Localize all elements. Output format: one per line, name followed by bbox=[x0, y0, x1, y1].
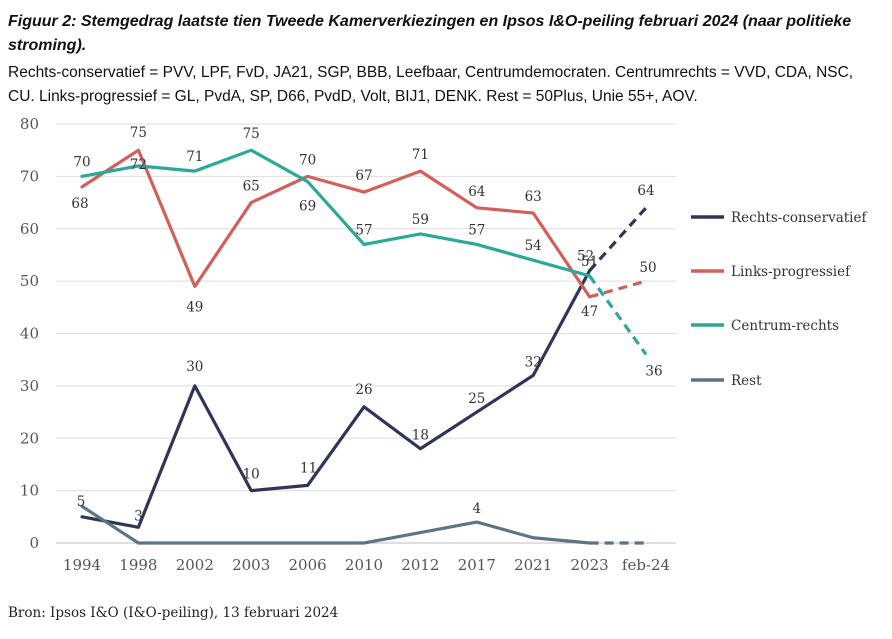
data-label: 10 bbox=[243, 467, 260, 483]
x-tick-label: 2021 bbox=[514, 556, 552, 574]
x-axis-ticks: 1994 1998 2002 2003 2006 2010 2012 2017 2021 2023… bbox=[63, 556, 670, 574]
data-label: 4 bbox=[473, 501, 482, 517]
series-projection-links-progressief bbox=[589, 279, 647, 299]
x-tick-label: 2003 bbox=[232, 556, 270, 574]
data-label: 75 bbox=[243, 126, 260, 142]
data-label: 49 bbox=[186, 299, 203, 315]
legend-label: Centrum-rechts bbox=[731, 318, 839, 334]
y-tick-label: 40 bbox=[20, 325, 39, 343]
series-projection-centrum-rechts bbox=[588, 274, 648, 356]
x-tick-label: 2002 bbox=[176, 556, 214, 574]
series-line-centrum-rechts bbox=[80, 148, 592, 278]
series-line-links-progressief bbox=[80, 148, 592, 299]
data-label: 36 bbox=[645, 363, 662, 379]
x-tick-label: 1998 bbox=[119, 556, 157, 574]
chart-subtitle: Rechts-conservatief = PVV, LPF, FvD, JA2… bbox=[8, 64, 854, 105]
chart-title: Figuur 2: Stemgedrag laatste tien Tweede… bbox=[8, 13, 852, 54]
series-line-rechts-conservatief bbox=[80, 269, 592, 529]
data-label: 71 bbox=[412, 147, 429, 163]
legend-label: Rechts-conservatief bbox=[731, 210, 867, 226]
y-tick-label: 80 bbox=[20, 115, 39, 133]
series-line-rest bbox=[80, 504, 592, 545]
data-label: 70 bbox=[299, 152, 316, 168]
legend: Rechts-conservatief Links-progressief Cent… bbox=[691, 210, 867, 389]
x-tick-label: 2012 bbox=[401, 556, 439, 574]
data-label: 32 bbox=[525, 354, 542, 370]
x-tick-label: 2006 bbox=[289, 556, 327, 574]
data-label: 69 bbox=[299, 199, 316, 215]
data-label: 57 bbox=[355, 222, 372, 238]
data-label: 11 bbox=[300, 460, 317, 476]
x-tick-label: 2023 bbox=[571, 556, 609, 574]
legend-label: Links-progressief bbox=[731, 264, 851, 280]
data-label: 3 bbox=[134, 508, 143, 524]
data-label: 5 bbox=[77, 494, 86, 510]
data-label: 59 bbox=[412, 212, 429, 228]
data-label: 68 bbox=[71, 196, 88, 212]
data-label: 30 bbox=[186, 359, 203, 375]
data-label: 65 bbox=[243, 179, 260, 195]
data-label: 71 bbox=[186, 149, 203, 165]
x-tick-label: feb-24 bbox=[622, 556, 670, 574]
legend-label: Rest bbox=[731, 373, 762, 389]
data-label: 50 bbox=[639, 260, 656, 276]
data-label: 70 bbox=[73, 154, 90, 170]
data-label: 18 bbox=[412, 428, 429, 444]
y-tick-label: 50 bbox=[20, 272, 39, 290]
data-label: 25 bbox=[468, 391, 485, 407]
data-label: 54 bbox=[525, 238, 542, 254]
y-tick-label: 60 bbox=[20, 220, 39, 238]
y-tick-label: 10 bbox=[20, 482, 39, 500]
data-label: 52 bbox=[577, 249, 594, 265]
y-tick-label: 30 bbox=[20, 377, 39, 395]
source-note: Bron: Ipsos I&O (I&O-peiling), 13 februa… bbox=[8, 605, 339, 621]
data-label: 67 bbox=[355, 168, 372, 184]
data-label: 63 bbox=[525, 189, 542, 205]
gridlines bbox=[56, 123, 676, 544]
y-tick-label: 70 bbox=[20, 167, 39, 185]
data-label: 26 bbox=[355, 382, 372, 398]
y-tick-label: 0 bbox=[29, 534, 39, 552]
series-lines bbox=[80, 148, 648, 545]
data-label: 57 bbox=[468, 222, 485, 238]
y-axis-ticks: 0 10 20 30 40 50 60 70 80 bbox=[20, 115, 39, 552]
x-tick-label: 2010 bbox=[345, 556, 383, 574]
data-label: 72 bbox=[130, 157, 147, 173]
data-label: 47 bbox=[581, 304, 598, 320]
x-tick-label: 1994 bbox=[63, 556, 101, 574]
y-tick-label: 20 bbox=[20, 429, 39, 447]
data-label: 75 bbox=[130, 125, 147, 141]
data-label: 51 bbox=[581, 254, 598, 270]
x-tick-label: 2017 bbox=[458, 556, 496, 574]
data-label: 64 bbox=[468, 184, 485, 200]
data-label: 64 bbox=[637, 183, 654, 199]
